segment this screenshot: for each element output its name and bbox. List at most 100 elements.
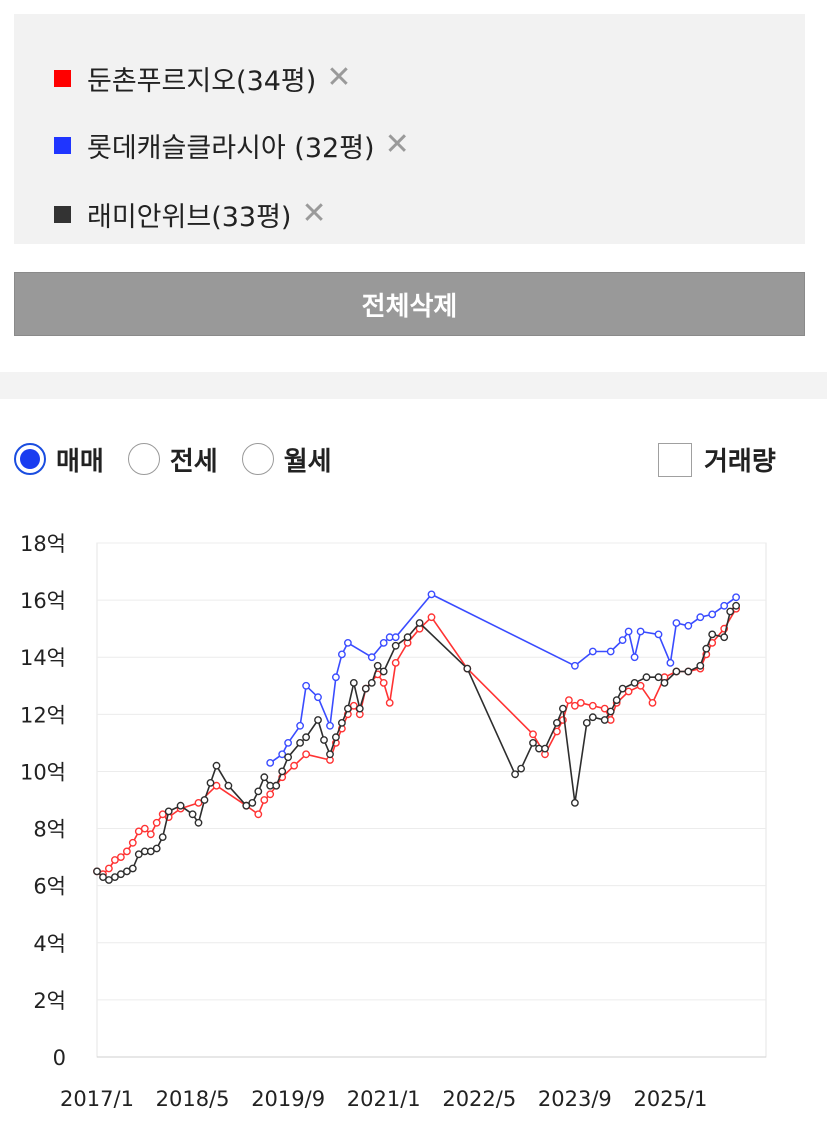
data-point (361, 684, 370, 693)
data-point (600, 716, 609, 724)
data-point (248, 798, 257, 807)
data-point (111, 856, 119, 864)
data-point (128, 838, 137, 847)
data-point (666, 658, 675, 667)
clear-all-button[interactable]: 전체삭제 (14, 272, 805, 336)
data-point (427, 590, 436, 599)
data-point (93, 867, 101, 876)
data-point (654, 630, 663, 639)
data-point (164, 807, 173, 816)
data-point (200, 796, 209, 804)
data-point (684, 621, 693, 630)
data-point (720, 633, 729, 642)
data-point (654, 673, 663, 682)
data-point (385, 698, 394, 707)
data-point (672, 667, 681, 676)
radio-jeonse[interactable]: 전세 (127, 441, 218, 478)
data-point (278, 750, 287, 759)
data-point (123, 867, 131, 876)
data-point (696, 613, 705, 622)
data-point (367, 653, 376, 662)
data-point (672, 619, 681, 627)
radio-button[interactable] (241, 443, 274, 475)
y-tick-label: 14억 (20, 646, 66, 670)
data-point (618, 684, 627, 693)
data-point (266, 758, 275, 767)
data-point (624, 687, 633, 696)
data-point (576, 698, 585, 707)
data-point (206, 778, 215, 787)
data-point (290, 761, 298, 770)
data-point (296, 721, 304, 730)
y-tick-label: 12억 (20, 703, 66, 727)
data-point (612, 696, 621, 705)
data-point (105, 864, 113, 873)
y-tick-label: 16억 (20, 589, 66, 613)
data-point (517, 764, 525, 773)
close-icon[interactable]: ✕ (326, 60, 352, 95)
radio-monthly-rent[interactable]: 월세 (241, 441, 332, 478)
data-point (379, 667, 388, 676)
data-point (571, 701, 579, 710)
data-point (146, 847, 155, 856)
data-point (278, 767, 287, 776)
radio-label: 전세 (169, 446, 218, 477)
legend-item-0: 둔촌푸르지오(34평) ✕ (54, 58, 351, 98)
close-icon[interactable]: ✕ (301, 196, 327, 231)
data-point (571, 798, 579, 807)
data-point (463, 664, 472, 673)
data-point (427, 613, 436, 622)
data-point (331, 673, 340, 682)
data-point (588, 713, 597, 722)
data-point (660, 678, 669, 687)
radio-sale[interactable]: 매매 (14, 441, 104, 478)
data-point (326, 750, 334, 759)
legend-item-2: 래미안위브(33평) ✕ (54, 194, 327, 234)
data-point (284, 738, 292, 747)
data-point (588, 701, 597, 710)
y-tick-label: 8억 (33, 818, 66, 842)
data-point (630, 678, 639, 687)
legend-item-label: 둔촌푸르지오(34평) (87, 65, 317, 97)
volume-toggle[interactable]: 거래량 (658, 441, 776, 478)
data-point (343, 639, 352, 647)
radio-label: 월세 (283, 446, 332, 477)
data-point (194, 818, 203, 827)
section-divider (0, 372, 827, 399)
data-point (720, 601, 729, 610)
data-point (379, 678, 388, 687)
close-icon[interactable]: ✕ (384, 127, 410, 162)
data-point (194, 798, 203, 807)
data-point (337, 650, 346, 659)
data-point (176, 801, 185, 810)
data-point (212, 761, 221, 770)
volume-checkbox[interactable] (658, 442, 692, 477)
volume-label: 거래량 (704, 447, 776, 477)
radio-button-checked[interactable] (14, 443, 46, 475)
data-point (266, 790, 275, 799)
data-point (367, 678, 376, 687)
data-point (105, 876, 113, 884)
data-point (314, 716, 322, 724)
data-point (636, 681, 645, 690)
data-point (117, 870, 125, 879)
data-point (134, 850, 143, 859)
legend-swatch (54, 69, 71, 87)
data-point (212, 781, 221, 790)
data-point (696, 661, 705, 670)
data-point (128, 864, 137, 873)
x-tick-label: 2022/5 (442, 1087, 516, 1111)
data-point (302, 681, 310, 690)
data-point (326, 721, 334, 730)
data-point (254, 787, 263, 796)
data-point (146, 830, 155, 839)
data-point (600, 704, 609, 713)
data-point (684, 667, 693, 676)
y-tick-label: 18억 (20, 532, 66, 556)
data-point (158, 833, 167, 841)
data-point (618, 636, 627, 645)
data-point (624, 627, 633, 636)
data-point (403, 633, 412, 642)
radio-button[interactable] (127, 443, 160, 475)
x-tick-label: 2018/5 (156, 1087, 230, 1111)
